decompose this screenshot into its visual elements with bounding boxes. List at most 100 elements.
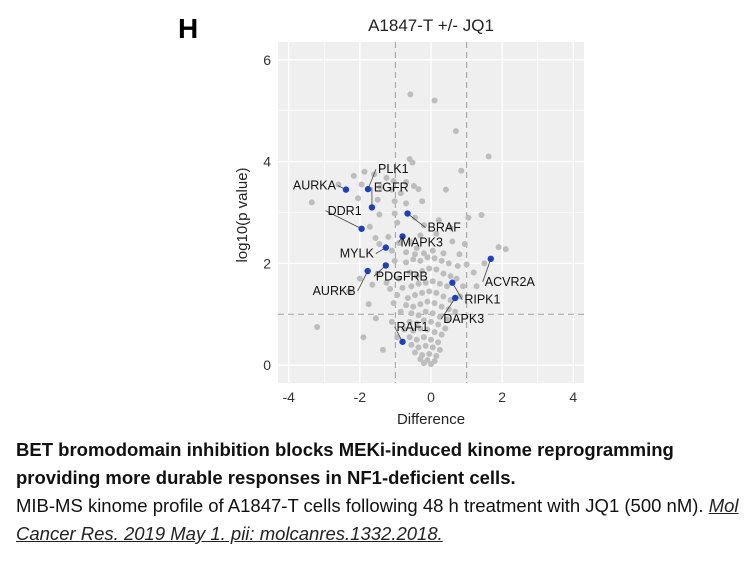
figure-panel: H A1847-T +/- JQ1 PLK1 AURKA EGFR DDR1 BRAF M… — [178, 13, 584, 428]
data-point — [390, 177, 397, 184]
x-tick-label: -2 — [354, 389, 367, 405]
point-label-aurka: AURKA — [293, 179, 337, 193]
data-point — [356, 275, 363, 282]
data-point — [419, 198, 426, 205]
data-point — [415, 186, 422, 193]
data-point — [424, 254, 431, 261]
data-point — [454, 262, 461, 269]
data-point — [413, 245, 420, 252]
data-point — [436, 346, 443, 353]
data-point — [366, 223, 373, 230]
data-point — [385, 233, 392, 240]
data-point — [372, 234, 379, 241]
data-point — [429, 278, 436, 285]
data-point — [374, 196, 381, 203]
data-point — [376, 211, 383, 218]
highlight-point-ddr1 — [358, 225, 365, 232]
data-point — [452, 128, 459, 135]
data-point — [397, 308, 404, 315]
data-point — [404, 295, 411, 302]
data-point — [408, 310, 415, 317]
point-label-egfr: EGFR — [374, 180, 409, 194]
data-point — [422, 308, 429, 315]
data-point — [369, 281, 376, 288]
highlight-point-pdgfrb — [382, 262, 390, 269]
highlight-point-mylk — [382, 244, 390, 251]
caption-reference-link[interactable]: Mol Cancer Res. 2019 May 1. pii: molcanr… — [16, 495, 739, 544]
data-point — [407, 91, 414, 98]
data-point — [410, 183, 417, 190]
y-tick-label: 0 — [263, 357, 271, 373]
data-point — [461, 241, 468, 248]
data-point — [438, 331, 445, 338]
data-point — [355, 195, 362, 202]
data-point — [470, 269, 477, 276]
data-point — [440, 293, 447, 300]
data-point — [403, 200, 410, 207]
data-point — [426, 288, 433, 295]
y-tick-label: 4 — [263, 154, 271, 170]
data-point — [436, 280, 443, 287]
data-point — [350, 172, 357, 179]
data-point — [376, 241, 383, 248]
data-point — [431, 255, 438, 262]
data-point — [485, 153, 492, 160]
data-point — [417, 232, 424, 239]
x-tick-label: 0 — [427, 389, 435, 405]
data-point — [361, 168, 368, 175]
data-point — [447, 224, 454, 231]
label-connector — [407, 213, 426, 228]
highlight-point-egfr — [368, 204, 376, 211]
data-point — [478, 212, 485, 219]
data-point — [387, 285, 394, 292]
data-point — [445, 306, 452, 313]
data-point — [428, 361, 434, 368]
data-point — [408, 283, 415, 290]
data-point — [442, 325, 449, 332]
data-point — [391, 257, 398, 264]
data-point — [453, 275, 460, 282]
data-point — [463, 261, 470, 268]
data-point — [440, 250, 447, 257]
data-point — [431, 329, 438, 336]
data-point — [449, 238, 456, 245]
data-point — [442, 186, 449, 193]
data-point — [428, 336, 434, 343]
data-point — [447, 273, 454, 280]
point-label-braf: BRAF — [428, 221, 462, 235]
data-point — [413, 320, 420, 327]
data-point — [435, 321, 442, 328]
data-point — [420, 334, 427, 341]
data-point — [415, 312, 422, 319]
highlight-point-acvr2a — [487, 255, 494, 263]
data-point — [360, 334, 367, 341]
data-point — [433, 353, 440, 360]
data-point — [411, 214, 418, 221]
data-point — [429, 247, 436, 254]
data-point — [426, 265, 433, 272]
data-point — [395, 240, 402, 247]
data-point — [426, 350, 433, 357]
y-tick-label: 2 — [263, 255, 271, 271]
data-point — [473, 283, 480, 290]
data-point — [429, 310, 436, 317]
data-point — [390, 300, 397, 307]
label-connector — [452, 282, 463, 300]
figure-caption: BET bromodomain inhibition blocks MEKi-i… — [16, 436, 751, 548]
data-point — [403, 302, 410, 309]
data-point — [395, 275, 402, 282]
data-point — [465, 214, 472, 221]
data-point — [372, 315, 379, 322]
data-point — [401, 326, 408, 333]
data-point — [335, 181, 342, 188]
data-point — [388, 247, 395, 254]
data-point — [406, 334, 413, 341]
data-point — [365, 301, 372, 308]
data-point — [407, 239, 414, 246]
data-point — [383, 279, 390, 286]
highlight-point-mapk3 — [399, 233, 406, 240]
label-connector — [325, 210, 362, 230]
data-point — [413, 273, 420, 280]
